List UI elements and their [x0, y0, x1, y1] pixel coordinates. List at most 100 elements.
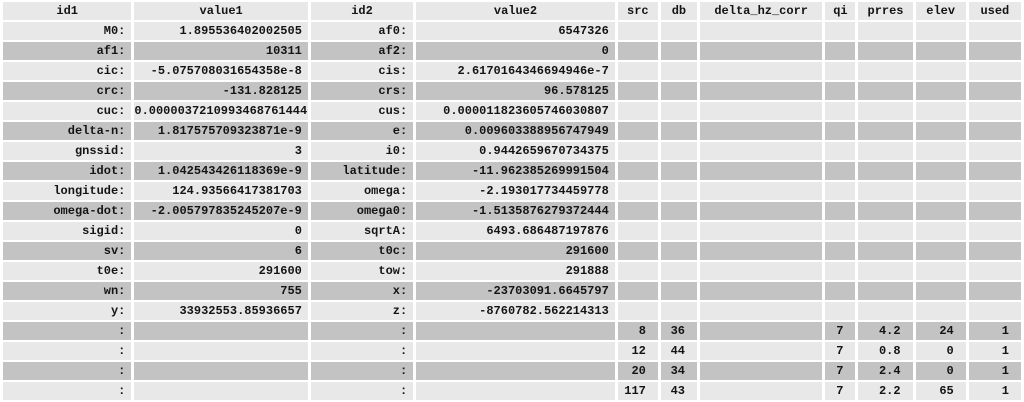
cell-src: 8 — [617, 322, 658, 340]
cell-used: 1 — [968, 382, 1021, 400]
cell-src — [617, 302, 658, 320]
cell-id2: : — [310, 382, 414, 400]
cell-delta_hz_corr — [700, 42, 823, 60]
cell-elev — [915, 262, 966, 280]
cell-elev — [915, 242, 966, 260]
cell-db: 44 — [660, 342, 697, 360]
cell-id1: gnssid: — [3, 142, 132, 160]
cell-delta_hz_corr — [700, 142, 823, 160]
table-row: :: 20 34 7 2.4 0 1 — [3, 362, 1021, 380]
cell-elev — [915, 222, 966, 240]
cell-qi: 7 — [825, 362, 856, 380]
cell-value1: 1.895536402002505 — [134, 22, 308, 40]
cell-db — [660, 122, 697, 140]
cell-id1: delta-n: — [3, 122, 132, 140]
cell-value2: -11.962385269991504 — [416, 162, 615, 180]
cell-prres: 2.4 — [858, 362, 913, 380]
cell-db: 34 — [660, 362, 697, 380]
cell-elev: 0 — [915, 362, 966, 380]
cell-value2: -1.5135876279372444 — [416, 202, 615, 220]
table-row: y: 33932553.85936657 z: -8760782.562214313 — [3, 302, 1021, 320]
cell-value2 — [416, 342, 615, 360]
cell-qi: 7 — [825, 342, 856, 360]
cell-used — [968, 62, 1021, 80]
cell-value2: 6547326 — [416, 22, 615, 40]
table-row: wn: 755 x: -23703091.6645797 — [3, 282, 1021, 300]
cell-src — [617, 242, 658, 260]
cell-src — [617, 142, 658, 160]
cell-used: 1 — [968, 362, 1021, 380]
cell-prres: 2.2 — [858, 382, 913, 400]
table-row: crc: -131.828125 crs: 96.578125 — [3, 82, 1021, 100]
cell-src — [617, 262, 658, 280]
cell-used — [968, 22, 1021, 40]
cell-id1: t0e: — [3, 262, 132, 280]
column-header-delta_hz_corr: delta_hz_corr — [700, 2, 823, 20]
cell-src: 20 — [617, 362, 658, 380]
cell-delta_hz_corr — [700, 262, 823, 280]
cell-qi — [825, 282, 856, 300]
cell-value2: -2.193017734459778 — [416, 182, 615, 200]
table-row: cic: -5.075708031654358e-8 cis: 2.617016434… — [3, 62, 1021, 80]
cell-prres — [858, 302, 913, 320]
cell-used — [968, 242, 1021, 260]
cell-db — [660, 242, 697, 260]
cell-qi — [825, 242, 856, 260]
cell-used — [968, 262, 1021, 280]
cell-prres — [858, 102, 913, 120]
cell-id2: omega0: — [310, 202, 414, 220]
cell-src: 117 — [617, 382, 658, 400]
cell-value1: 755 — [134, 282, 308, 300]
cell-prres — [858, 142, 913, 160]
cell-value1: 291600 — [134, 262, 308, 280]
cell-id2: crs: — [310, 82, 414, 100]
cell-id1: : — [3, 382, 132, 400]
cell-delta_hz_corr — [700, 122, 823, 140]
cell-src — [617, 22, 658, 40]
cell-elev: 0 — [915, 342, 966, 360]
cell-value1 — [134, 362, 308, 380]
cell-src — [617, 82, 658, 100]
cell-delta_hz_corr — [700, 302, 823, 320]
cell-id1: : — [3, 362, 132, 380]
cell-src — [617, 102, 658, 120]
cell-value1 — [134, 382, 308, 400]
cell-used — [968, 142, 1021, 160]
cell-elev — [915, 42, 966, 60]
cell-db — [660, 102, 697, 120]
cell-used — [968, 162, 1021, 180]
cell-elev — [915, 142, 966, 160]
cell-qi — [825, 302, 856, 320]
column-header-value2: value2 — [416, 2, 615, 20]
cell-value1: 3 — [134, 142, 308, 160]
table-row: :: 8 36 7 4.2 24 1 — [3, 322, 1021, 340]
cell-used: 1 — [968, 322, 1021, 340]
cell-delta_hz_corr — [700, 382, 823, 400]
cell-qi — [825, 182, 856, 200]
cell-src: 12 — [617, 342, 658, 360]
cell-db — [660, 262, 697, 280]
cell-qi — [825, 262, 856, 280]
cell-qi — [825, 122, 856, 140]
cell-id2: z: — [310, 302, 414, 320]
cell-value2: 0.000011823605746030807 — [416, 102, 615, 120]
cell-id1: af1: — [3, 42, 132, 60]
cell-used — [968, 82, 1021, 100]
cell-value1: 1.042543426118369e-9 — [134, 162, 308, 180]
cell-id1: : — [3, 322, 132, 340]
cell-id1: idot: — [3, 162, 132, 180]
cell-db — [660, 42, 697, 60]
cell-value2: 96.578125 — [416, 82, 615, 100]
cell-db — [660, 302, 697, 320]
cell-delta_hz_corr — [700, 182, 823, 200]
cell-src — [617, 202, 658, 220]
table-body: M0: 1.895536402002505 af0: 6547326 af1: 10311… — [3, 22, 1021, 400]
cell-id2: : — [310, 342, 414, 360]
cell-db — [660, 162, 697, 180]
table-row: longitude: 124.93566417381703 omega: -2.193… — [3, 182, 1021, 200]
cell-used: 1 — [968, 342, 1021, 360]
cell-prres — [858, 22, 913, 40]
cell-value1: 33932553.85936657 — [134, 302, 308, 320]
column-header-value1: value1 — [134, 2, 308, 20]
